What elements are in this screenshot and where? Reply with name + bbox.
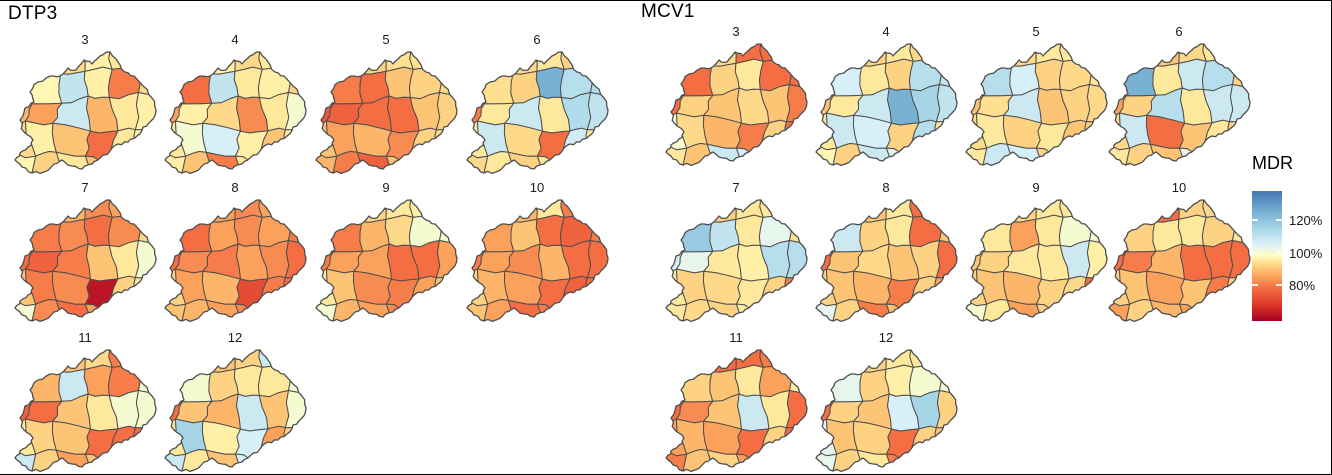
legend-tick-label-100: 100% xyxy=(1289,245,1323,261)
facet-map-dtp3-9 xyxy=(315,199,458,323)
facet-map-dtp3-6 xyxy=(466,51,609,175)
facet-label-mcv1-10: 10 xyxy=(1171,180,1187,195)
country-outline xyxy=(14,199,157,323)
legend-tick-mark xyxy=(1276,284,1282,287)
facet-label-mcv1-7: 7 xyxy=(732,180,740,195)
district-shapes xyxy=(165,200,306,322)
country-outline xyxy=(665,199,808,323)
facet-map-dtp3-10 xyxy=(466,199,609,323)
facet-label-dtp3-11: 11 xyxy=(78,330,92,345)
facet-map-mcv1-7 xyxy=(665,199,808,323)
facet-label-dtp3-9: 9 xyxy=(382,180,390,195)
facet-label-dtp3-4: 4 xyxy=(231,32,239,47)
country-outline xyxy=(965,43,1108,167)
country-outline xyxy=(164,51,307,175)
facet-map-dtp3-3 xyxy=(14,51,157,175)
legend-tick-mark xyxy=(1276,251,1282,254)
facet-map-mcv1-4 xyxy=(815,43,958,167)
legend-tick-mark xyxy=(1252,251,1258,254)
legend-tick-mark xyxy=(1276,219,1282,222)
legend-tick-label-120: 120% xyxy=(1289,213,1323,229)
facet-map-mcv1-8 xyxy=(815,199,958,323)
country-outline xyxy=(665,43,808,167)
facet-label-dtp3-10: 10 xyxy=(529,180,545,195)
facet-label-dtp3-6: 6 xyxy=(533,32,541,47)
facet-label-dtp3-5: 5 xyxy=(382,32,390,47)
district-shapes xyxy=(467,52,608,174)
country-outline xyxy=(164,349,307,473)
district-shapes xyxy=(816,200,957,322)
facet-map-mcv1-5 xyxy=(965,43,1108,167)
legend-tick-mark xyxy=(1252,284,1258,287)
facet-label-dtp3-3: 3 xyxy=(81,32,89,47)
district-shapes xyxy=(1109,200,1250,322)
country-outline xyxy=(665,349,808,473)
country-outline xyxy=(965,199,1108,323)
district-shapes xyxy=(316,52,457,174)
district-shapes xyxy=(966,200,1107,322)
district-shapes xyxy=(15,200,156,322)
panel-title-dtp3: DTP3 xyxy=(8,3,58,24)
facet-label-dtp3-8: 8 xyxy=(231,180,239,195)
district-shapes xyxy=(15,350,156,472)
country-outline xyxy=(315,199,458,323)
facet-map-dtp3-4 xyxy=(164,51,307,175)
facet-map-mcv1-9 xyxy=(965,199,1108,323)
facet-label-mcv1-4: 4 xyxy=(882,24,890,39)
country-outline xyxy=(14,349,157,473)
country-outline xyxy=(164,199,307,323)
district-shapes xyxy=(165,52,306,174)
facet-label-mcv1-3: 3 xyxy=(732,24,740,39)
country-outline xyxy=(466,51,609,175)
facet-map-dtp3-7 xyxy=(14,199,157,323)
district-shapes xyxy=(467,200,608,322)
facet-map-dtp3-12 xyxy=(164,349,307,473)
facet-map-mcv1-3 xyxy=(665,43,808,167)
legend: MDR 120% 100% 80% xyxy=(1248,153,1331,333)
panel-title-mcv1: MCV1 xyxy=(641,1,695,22)
legend-colorbar xyxy=(1252,191,1282,321)
country-outline xyxy=(1108,43,1251,167)
country-outline xyxy=(815,349,958,473)
legend-tick-label-80: 80% xyxy=(1289,278,1316,294)
facet-label-mcv1-6: 6 xyxy=(1175,24,1183,39)
facet-map-mcv1-12 xyxy=(815,349,958,473)
country-outline xyxy=(815,43,958,167)
facet-label-mcv1-8: 8 xyxy=(882,180,890,195)
district-shapes xyxy=(816,44,957,166)
district-shapes xyxy=(1109,44,1250,166)
district-shapes xyxy=(15,52,156,174)
country-outline xyxy=(315,51,458,175)
country-outline xyxy=(466,199,609,323)
district-shapes xyxy=(666,350,807,472)
country-outline xyxy=(815,199,958,323)
country-outline xyxy=(14,51,157,175)
facet-map-dtp3-8 xyxy=(164,199,307,323)
facet-label-mcv1-5: 5 xyxy=(1032,24,1040,39)
facet-map-mcv1-11 xyxy=(665,349,808,473)
facet-map-mcv1-10 xyxy=(1108,199,1251,323)
district-shapes xyxy=(966,44,1107,166)
facet-map-dtp3-5 xyxy=(315,51,458,175)
legend-tick-mark xyxy=(1252,219,1258,222)
facet-label-mcv1-11: 11 xyxy=(729,330,743,345)
facet-map-dtp3-11 xyxy=(14,349,157,473)
facet-label-dtp3-7: 7 xyxy=(81,180,89,195)
legend-title: MDR xyxy=(1252,153,1293,173)
district-shapes xyxy=(666,200,807,322)
district-shapes xyxy=(666,44,807,166)
facet-label-dtp3-12: 12 xyxy=(227,330,243,345)
district-shapes xyxy=(816,350,957,472)
facet-label-mcv1-12: 12 xyxy=(878,330,894,345)
facet-label-mcv1-9: 9 xyxy=(1032,180,1040,195)
district-shapes xyxy=(165,350,306,472)
country-outline xyxy=(1108,199,1251,323)
facet-map-mcv1-6 xyxy=(1108,43,1251,167)
district-shapes xyxy=(316,200,457,322)
